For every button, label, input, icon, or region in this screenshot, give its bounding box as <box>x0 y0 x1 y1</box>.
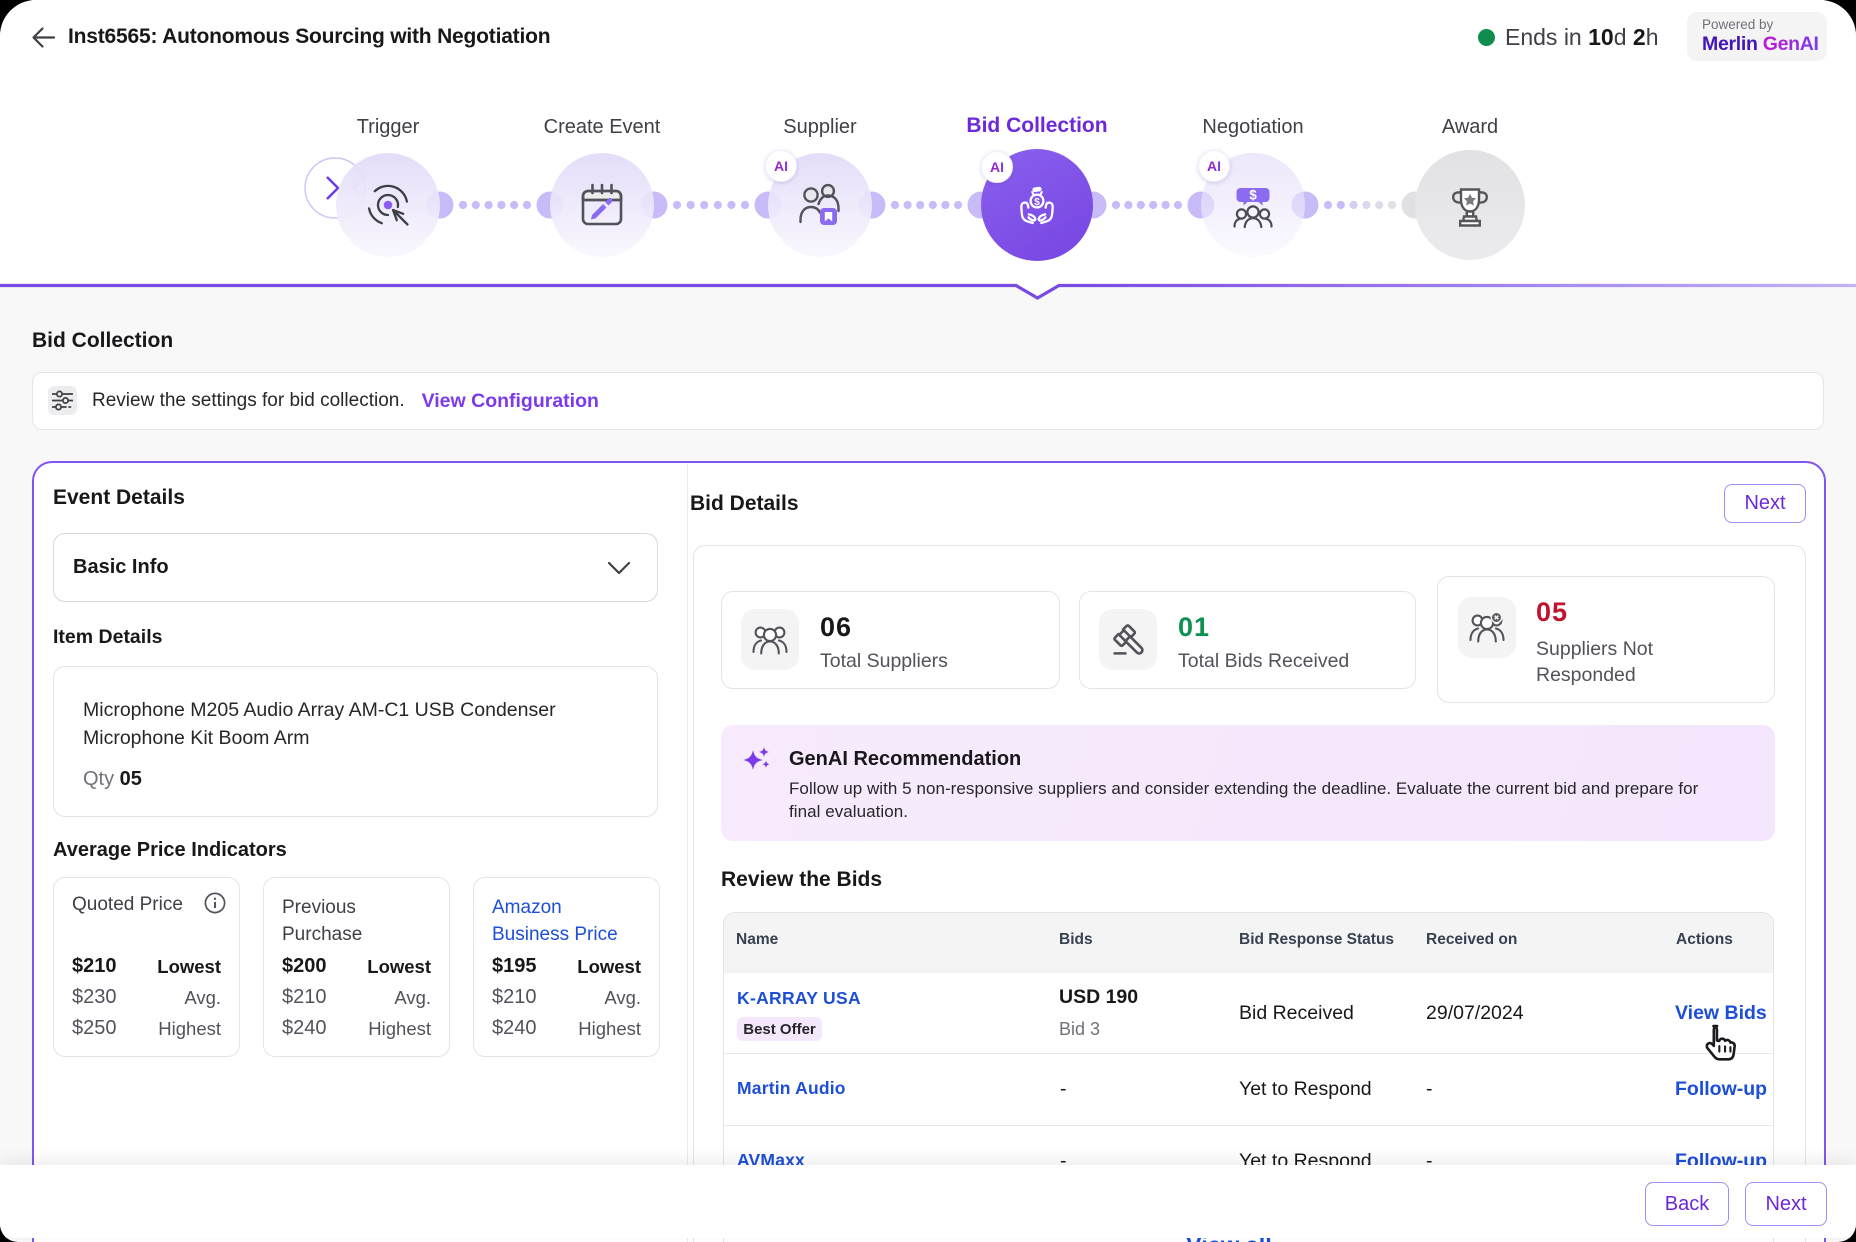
svg-text:$: $ <box>1034 197 1040 208</box>
svg-text:$: $ <box>1249 187 1257 202</box>
